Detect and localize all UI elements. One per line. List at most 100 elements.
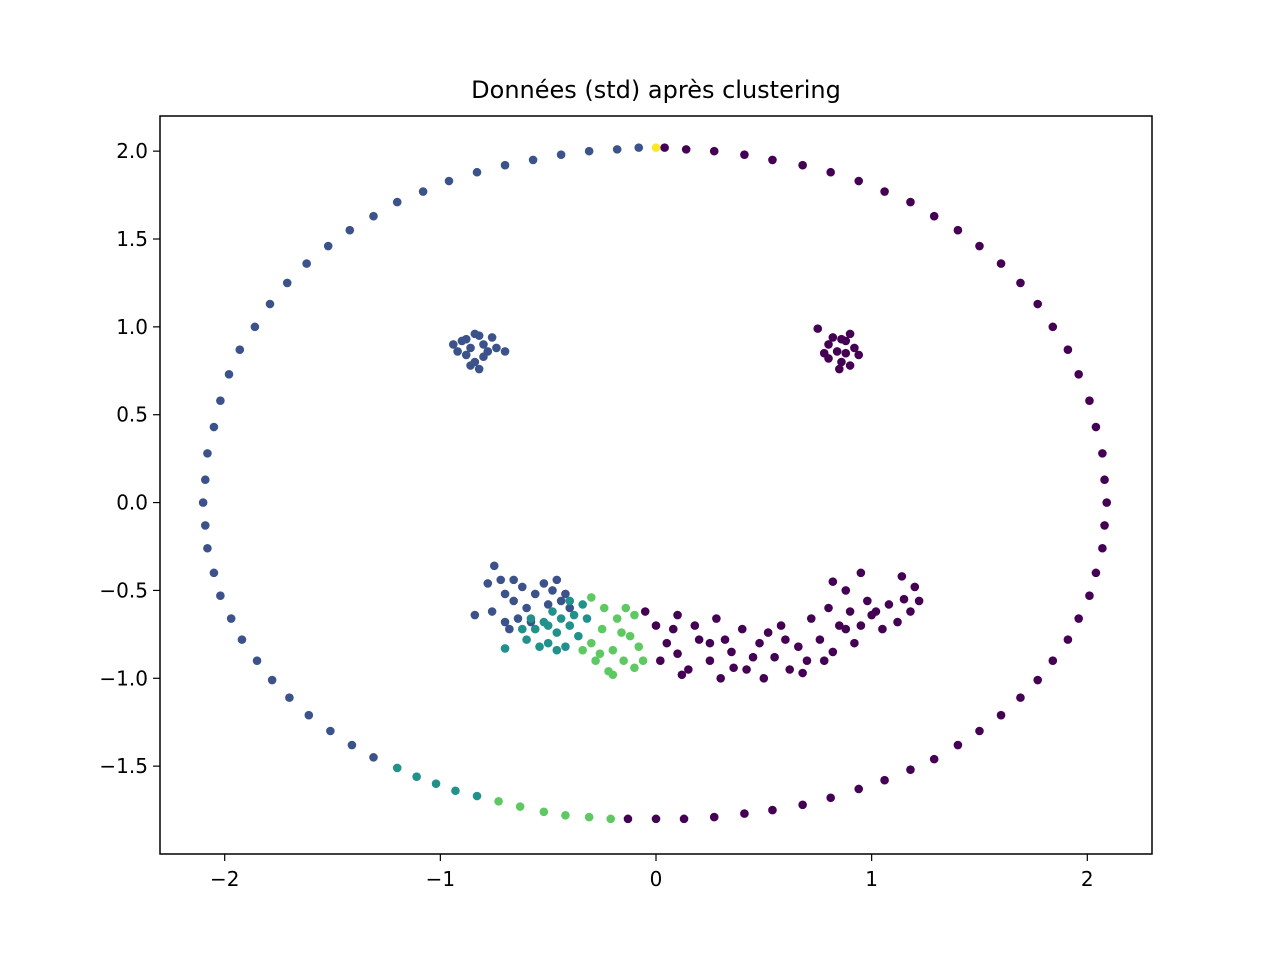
data-point-cluster-0 xyxy=(742,665,751,674)
data-point-cluster-0 xyxy=(748,652,758,662)
data-point-cluster-0 xyxy=(640,607,650,616)
data-point-cluster-2 xyxy=(552,645,562,655)
data-point-cluster-1 xyxy=(466,361,475,370)
data-point-cluster-0 xyxy=(1074,370,1083,379)
data-point-cluster-0 xyxy=(705,638,715,648)
data-point-cluster-0 xyxy=(863,596,872,606)
data-point-cluster-0 xyxy=(720,635,730,644)
data-point-cluster-2 xyxy=(500,644,510,653)
data-point-cluster-3 xyxy=(619,656,628,666)
data-point-cluster-0 xyxy=(841,348,851,358)
data-point-cluster-0 xyxy=(677,670,687,680)
data-point-cluster-0 xyxy=(824,340,833,349)
data-point-cluster-4 xyxy=(651,143,661,152)
data-point-cluster-0 xyxy=(828,577,838,586)
data-point-cluster-1 xyxy=(509,596,518,606)
data-point-cluster-0 xyxy=(737,624,747,634)
data-point-cluster-0 xyxy=(681,145,691,154)
data-point-cluster-3 xyxy=(630,663,639,673)
data-point-cluster-1 xyxy=(489,561,499,571)
data-point-cluster-0 xyxy=(1048,656,1058,666)
data-point-cluster-0 xyxy=(975,241,984,251)
data-point-cluster-1 xyxy=(522,603,531,613)
y-tick-label: 0.0 xyxy=(116,491,148,515)
data-point-cluster-0 xyxy=(798,668,807,678)
data-point-cluster-1 xyxy=(517,582,527,592)
data-point-cluster-0 xyxy=(837,334,846,344)
points-layer xyxy=(198,143,1112,824)
data-point-cluster-0 xyxy=(975,726,984,736)
data-point-cluster-0 xyxy=(953,225,963,235)
data-point-cluster-1 xyxy=(453,347,462,356)
y-tick-label: 1.5 xyxy=(116,227,148,251)
data-point-cluster-1 xyxy=(612,145,622,154)
data-point-cluster-0 xyxy=(845,329,855,339)
data-point-cluster-0 xyxy=(694,635,704,644)
data-point-cluster-0 xyxy=(755,638,764,648)
data-point-cluster-0 xyxy=(673,649,682,658)
data-point-cluster-1 xyxy=(200,475,210,485)
data-point-cluster-2 xyxy=(552,628,562,637)
data-point-cluster-2 xyxy=(472,791,482,801)
data-point-cluster-3 xyxy=(597,624,607,634)
data-point-cluster-3 xyxy=(630,610,639,620)
data-point-cluster-1 xyxy=(634,143,644,152)
data-point-cluster-1 xyxy=(530,589,540,599)
data-point-cluster-0 xyxy=(1033,299,1043,309)
data-point-cluster-0 xyxy=(651,814,661,824)
data-point-cluster-0 xyxy=(815,635,825,644)
data-point-cluster-0 xyxy=(763,628,773,637)
data-point-cluster-0 xyxy=(623,814,633,824)
data-point-cluster-0 xyxy=(835,621,844,630)
data-point-cluster-1 xyxy=(369,211,378,221)
data-point-cluster-2 xyxy=(569,610,579,620)
data-point-cluster-0 xyxy=(709,812,719,822)
data-point-cluster-0 xyxy=(841,624,851,634)
y-tick-label: −0.5 xyxy=(99,578,148,602)
plot-frame xyxy=(159,115,1153,855)
data-point-cluster-3 xyxy=(612,614,622,623)
data-point-cluster-2 xyxy=(526,614,536,623)
data-point-cluster-0 xyxy=(1063,345,1073,355)
data-point-cluster-0 xyxy=(824,603,833,613)
data-point-cluster-1 xyxy=(513,614,523,623)
data-point-cluster-1 xyxy=(487,333,497,342)
data-point-cluster-0 xyxy=(1074,614,1083,623)
data-point-cluster-2 xyxy=(565,621,575,630)
data-point-cluster-1 xyxy=(487,607,497,616)
data-point-cluster-1 xyxy=(392,197,402,207)
data-point-cluster-0 xyxy=(828,647,838,657)
data-point-cluster-1 xyxy=(323,241,333,251)
data-point-cluster-0 xyxy=(893,617,902,627)
y-tick-label: 1.0 xyxy=(116,315,148,339)
x-tick-label: 0 xyxy=(650,867,663,891)
data-point-cluster-3 xyxy=(591,656,600,666)
data-point-cluster-0 xyxy=(660,143,669,152)
data-point-cluster-0 xyxy=(679,814,689,824)
y-tick-label: 0.5 xyxy=(116,403,148,427)
data-point-cluster-2 xyxy=(431,779,441,789)
data-point-cluster-0 xyxy=(850,343,859,353)
data-point-cluster-1 xyxy=(483,579,493,588)
data-point-cluster-3 xyxy=(539,807,549,817)
data-point-cluster-0 xyxy=(929,211,939,221)
data-point-cluster-0 xyxy=(712,614,721,623)
data-point-cluster-0 xyxy=(906,765,915,774)
data-point-cluster-1 xyxy=(209,422,219,432)
data-point-cluster-2 xyxy=(574,631,583,641)
data-point-cluster-0 xyxy=(798,800,807,810)
data-point-cluster-1 xyxy=(345,225,355,235)
data-point-cluster-1 xyxy=(539,579,549,588)
data-point-cluster-0 xyxy=(897,572,907,581)
data-point-cluster-3 xyxy=(578,645,587,655)
data-point-cluster-0 xyxy=(819,656,829,666)
data-point-cluster-1 xyxy=(492,343,501,353)
data-point-cluster-0 xyxy=(1016,693,1025,702)
data-point-cluster-3 xyxy=(595,649,605,658)
data-point-cluster-1 xyxy=(203,449,212,458)
data-point-cluster-0 xyxy=(729,663,738,673)
data-point-cluster-2 xyxy=(392,763,402,773)
data-point-cluster-1 xyxy=(470,610,480,620)
data-point-cluster-0 xyxy=(781,635,790,644)
data-point-cluster-3 xyxy=(608,670,618,680)
